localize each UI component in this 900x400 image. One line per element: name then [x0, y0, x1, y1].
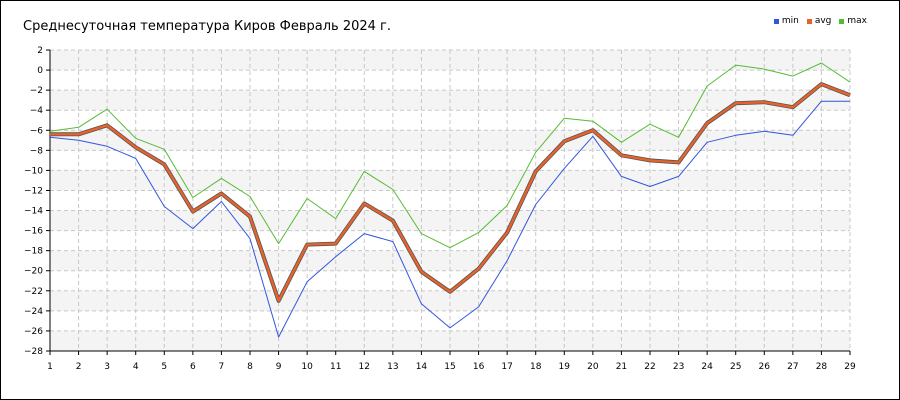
y-tick-label: −16 — [24, 227, 43, 237]
x-tick-label: 12 — [359, 362, 370, 372]
legend-label-max: max — [847, 16, 867, 26]
legend-label-avg: avg — [814, 16, 832, 26]
legend-label-min: min — [781, 16, 799, 26]
chart-legend: min avg max — [773, 16, 867, 26]
y-tick-label: 0 — [37, 66, 43, 76]
y-tick-label: −10 — [24, 166, 43, 176]
x-tick-label: 7 — [219, 362, 225, 372]
x-tick-label: 2 — [76, 362, 82, 372]
x-tick-label: 16 — [473, 362, 485, 372]
x-tick-label: 6 — [190, 362, 196, 372]
x-tick-label: 23 — [673, 362, 684, 372]
x-tick-label: 11 — [330, 362, 341, 372]
legend-entry-max: max — [839, 16, 867, 26]
legend-swatch-min — [773, 18, 779, 24]
y-tick-label: −12 — [24, 186, 43, 196]
x-tick-label: 22 — [644, 362, 655, 372]
legend-swatch-avg — [806, 18, 812, 24]
x-tick-label: 19 — [559, 362, 571, 372]
x-tick-label: 10 — [301, 362, 313, 372]
x-tick-label: 3 — [104, 362, 110, 372]
y-tick-label: −6 — [30, 126, 44, 136]
series-line-avg — [50, 82, 851, 302]
y-tick-label: −2 — [30, 86, 43, 96]
grid-band — [50, 130, 850, 151]
y-tick-label: −22 — [24, 287, 43, 297]
x-tick-label: 17 — [501, 362, 512, 372]
series-line-min — [49, 100, 850, 338]
legend-entry-min: min — [773, 16, 799, 26]
y-tick-label: −14 — [24, 207, 43, 217]
x-tick-label: 26 — [759, 362, 771, 372]
x-tick-label: 20 — [587, 362, 599, 372]
x-tick-label: 18 — [530, 362, 542, 372]
x-tick-label: 14 — [416, 362, 428, 372]
x-tick-label: 27 — [787, 362, 798, 372]
y-tick-label: 2 — [37, 46, 43, 56]
grid-band — [50, 290, 850, 311]
x-tick-label: 13 — [387, 362, 398, 372]
y-tick-label: −26 — [24, 327, 43, 337]
y-tick-label: −4 — [30, 106, 44, 116]
y-tick-label: −20 — [24, 267, 43, 277]
x-tick-label: 1 — [47, 362, 53, 372]
y-tick-label: −8 — [30, 146, 44, 156]
x-tick-label: 25 — [730, 362, 741, 372]
legend-entry-avg: avg — [806, 16, 832, 26]
x-tick-label: 15 — [444, 362, 455, 372]
x-tick-label: 9 — [276, 362, 282, 372]
x-tick-label: 24 — [701, 362, 713, 372]
x-tick-label: 28 — [816, 362, 828, 372]
x-tick-label: 5 — [161, 362, 167, 372]
x-tick-label: 8 — [247, 362, 253, 372]
x-tick-label: 21 — [616, 362, 627, 372]
legend-swatch-max — [839, 18, 845, 24]
x-tick-label: 29 — [844, 362, 856, 372]
y-tick-label: −28 — [24, 347, 43, 357]
y-tick-label: −18 — [24, 247, 43, 257]
chart-title: Среднесуточная температура Киров Февраль… — [23, 19, 392, 34]
y-tick-label: −24 — [24, 307, 43, 317]
series-line-max — [49, 62, 851, 249]
x-tick-label: 4 — [133, 362, 139, 372]
